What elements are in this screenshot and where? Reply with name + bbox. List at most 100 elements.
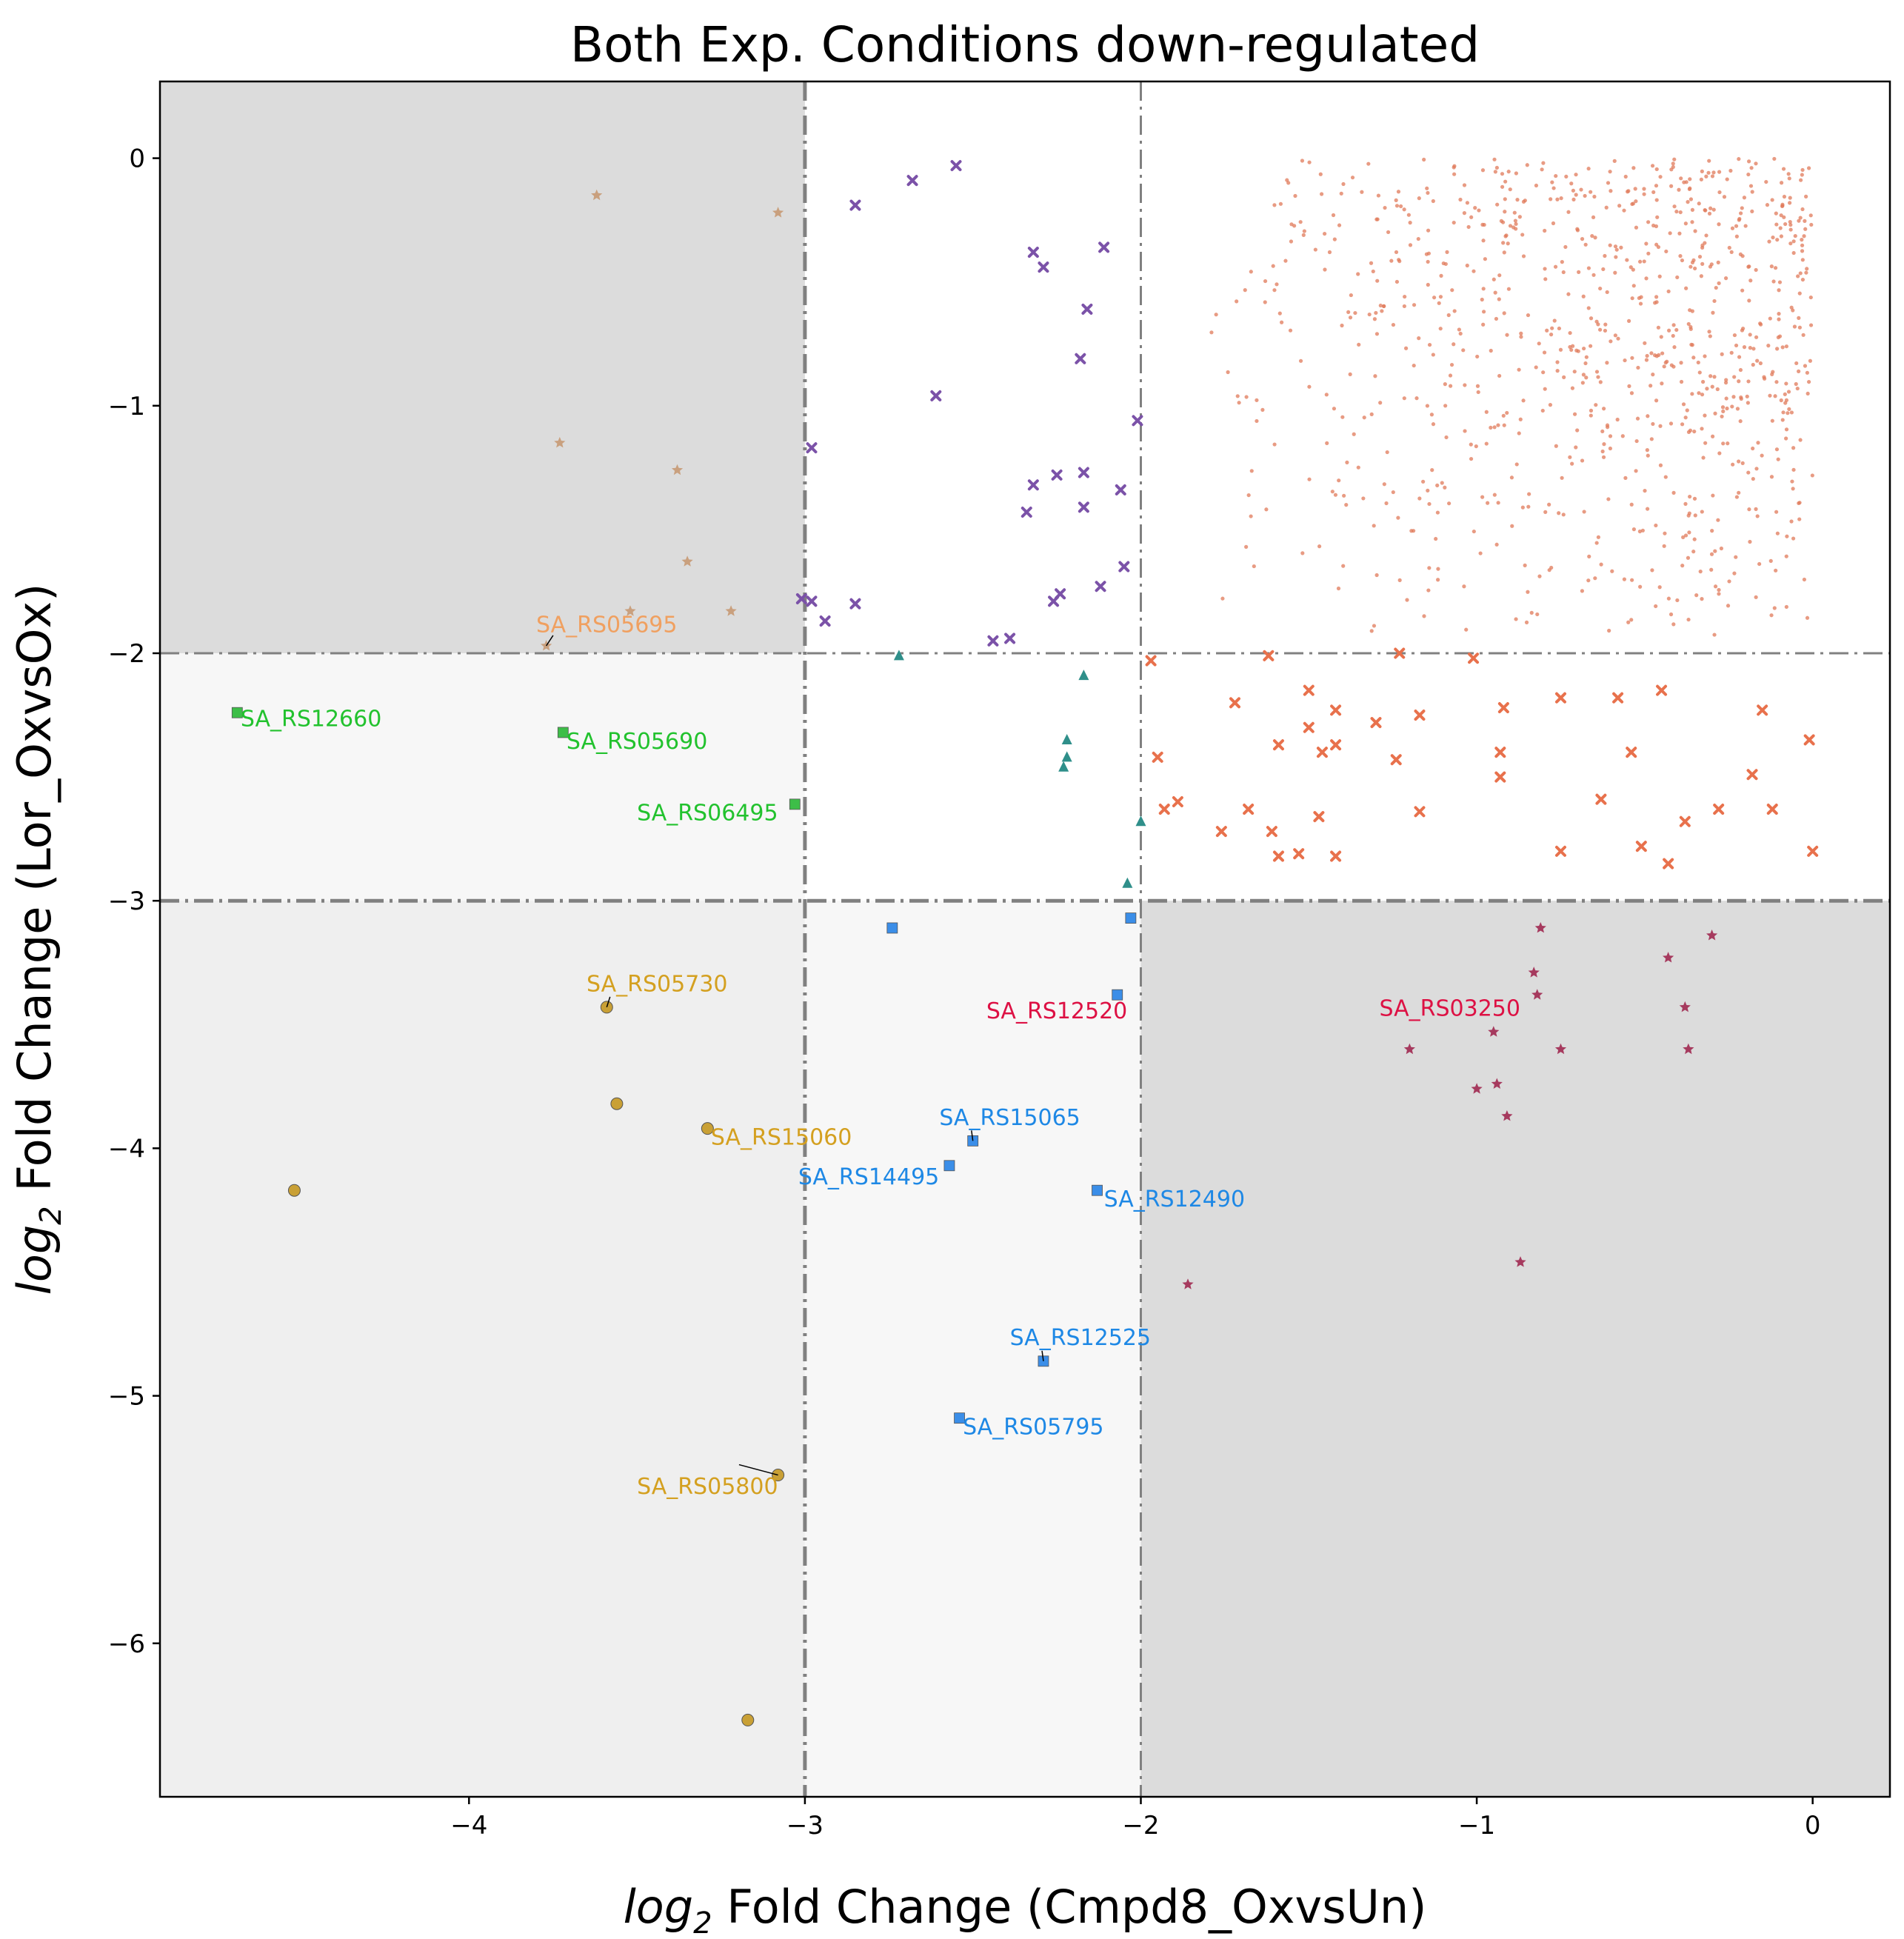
cloud-point — [1397, 259, 1402, 264]
y-tick-label: −5 — [108, 1382, 145, 1412]
cloud-point — [1543, 510, 1548, 514]
data-point — [1004, 633, 1016, 644]
cloud-point — [1243, 288, 1247, 293]
cloud-point — [1754, 507, 1758, 511]
cloud-point — [1391, 322, 1396, 327]
cloud-point — [1725, 177, 1729, 181]
shaded-region — [160, 81, 805, 653]
cloud-point — [1439, 273, 1443, 278]
data-point — [1303, 721, 1315, 733]
cloud-point — [1480, 495, 1485, 499]
cloud-point — [1551, 221, 1556, 226]
annotation-leader — [1041, 1350, 1044, 1361]
cloud-point — [1697, 370, 1702, 375]
cloud-point — [1690, 220, 1694, 224]
cloud-point — [1598, 380, 1603, 384]
cloud-point — [1541, 370, 1546, 375]
cloud-point — [1436, 578, 1440, 582]
cloud-point — [1643, 341, 1647, 345]
cloud-point — [1675, 598, 1680, 603]
cloud-point — [1349, 293, 1353, 298]
cloud-point — [1781, 167, 1786, 171]
cloud-point — [1644, 358, 1649, 362]
cloud-point — [1209, 330, 1214, 335]
cloud-point — [1505, 333, 1509, 337]
cloud-point — [1515, 198, 1520, 202]
gene-label: SA_RS12490 — [1104, 1187, 1245, 1212]
cloud-point — [1788, 196, 1792, 200]
cloud-point — [1746, 172, 1751, 177]
cloud-point — [1564, 174, 1569, 179]
cloud-point — [1748, 333, 1752, 337]
cloud-point — [1688, 177, 1692, 181]
cloud-point — [1803, 218, 1807, 223]
data-point — [1494, 747, 1506, 758]
cloud-point — [1237, 401, 1241, 405]
cloud-point — [1317, 544, 1322, 549]
data-point — [987, 635, 999, 647]
cloud-point — [1800, 249, 1805, 253]
cloud-point — [1458, 331, 1463, 336]
cloud-point — [1289, 222, 1294, 227]
cloud-point — [1637, 529, 1642, 534]
cloud-point — [1332, 407, 1337, 411]
cloud-point — [1255, 398, 1259, 402]
cloud-point — [1597, 327, 1603, 332]
data-point — [1145, 655, 1157, 667]
cloud-point — [1540, 167, 1544, 172]
cloud-point — [1677, 231, 1682, 236]
cloud-point — [1707, 158, 1711, 163]
cloud-point — [1444, 435, 1449, 440]
data-point — [806, 595, 818, 607]
cloud-point — [1394, 198, 1398, 202]
cloud-point — [1748, 184, 1754, 188]
cloud-point — [1547, 568, 1551, 573]
cloud-point — [1692, 429, 1697, 434]
data-point — [1263, 650, 1275, 661]
cloud-point — [1654, 523, 1658, 528]
cloud-point — [1623, 174, 1628, 179]
cloud-point — [1672, 345, 1677, 350]
cloud-point — [1571, 197, 1576, 201]
data-point — [1112, 989, 1123, 1001]
cloud-point — [1717, 587, 1721, 593]
cloud-point — [1402, 304, 1406, 309]
y-tick-label: 0 — [129, 144, 145, 174]
cloud-point — [1654, 224, 1659, 229]
cloud-point — [1369, 261, 1374, 265]
cloud-point — [1662, 364, 1666, 369]
cloud-point — [1633, 187, 1637, 191]
cloud-point — [1356, 272, 1360, 276]
cloud-point — [1649, 437, 1654, 441]
cloud-point — [1501, 241, 1506, 245]
cloud-point — [1545, 328, 1549, 333]
cloud-point — [1623, 475, 1628, 480]
cloud-point — [1634, 199, 1638, 204]
cloud-point — [1526, 590, 1530, 594]
cloud-point — [1577, 270, 1581, 274]
cloud-point — [1804, 270, 1808, 275]
cloud-point — [1672, 204, 1677, 209]
cloud-point — [1510, 524, 1514, 528]
cloud-point — [1671, 333, 1675, 338]
cloud-point — [1568, 330, 1572, 336]
cloud-point — [1492, 157, 1497, 161]
cloud-point — [1272, 288, 1277, 293]
cloud-point — [1686, 321, 1691, 327]
cloud-point — [1293, 193, 1297, 198]
cloud-point — [1746, 401, 1750, 405]
cloud-point — [1755, 358, 1760, 363]
cloud-point — [1622, 208, 1626, 213]
cloud-point — [1802, 577, 1807, 582]
cloud-point — [1664, 249, 1668, 254]
data-point — [1272, 739, 1284, 751]
cloud-point — [1489, 348, 1493, 353]
cloud-point — [1717, 451, 1722, 455]
data-point — [1122, 877, 1133, 888]
data-point — [681, 555, 693, 567]
cloud-point — [1352, 432, 1356, 436]
cloud-point — [1679, 176, 1683, 181]
cloud-point — [1431, 198, 1435, 204]
cloud-point — [1703, 208, 1708, 213]
data-point — [1027, 479, 1039, 491]
